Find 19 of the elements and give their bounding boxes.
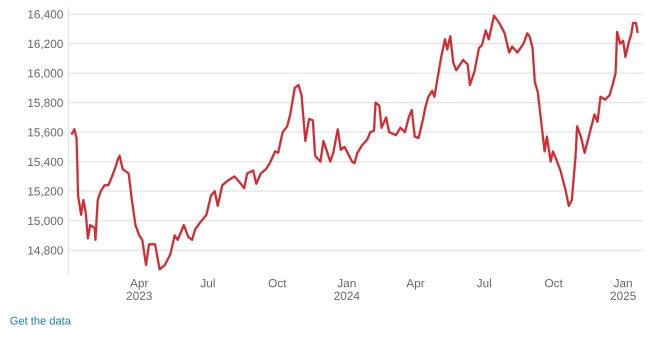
x-tick-label: Oct [268, 278, 286, 288]
line-series [70, 14, 639, 270]
y-tick-label: 15,200 [28, 187, 63, 197]
x-tick-label: Jan 2025 [610, 279, 636, 300]
y-tick-label: 16,000 [28, 69, 63, 79]
y-tick-label: 15,800 [28, 98, 63, 108]
y-tick-label: 14,800 [28, 246, 63, 256]
y-tick-label: 15,600 [28, 128, 63, 138]
x-tick-label: Apr [406, 279, 425, 290]
x-tick-label: Jan 2024 [334, 279, 360, 300]
x-tick-label: Jul [476, 278, 491, 288]
x-tick-label: Jul [200, 278, 215, 288]
y-tick-label: 15,000 [28, 216, 63, 226]
text: Get the data [10, 316, 71, 325]
x-tick-label: Oct [545, 278, 563, 288]
x-tick-label: Apr 2023 [126, 279, 152, 300]
y-tick-label: 16,200 [28, 40, 63, 50]
y-tick-label: 16,400 [28, 10, 63, 20]
y-tick-label: 15,400 [28, 158, 63, 168]
